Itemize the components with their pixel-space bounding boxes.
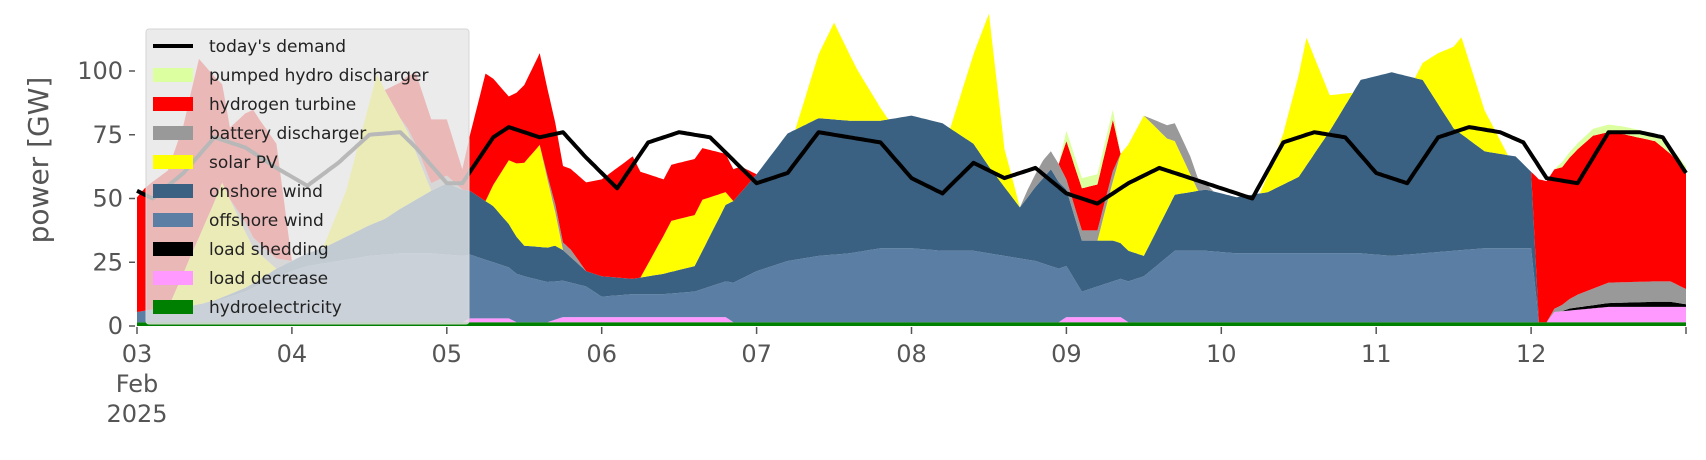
legend-entry: load decrease: [209, 269, 328, 289]
x-tick-sublabel: 2025: [106, 400, 167, 428]
legend-entry: load shedding: [209, 240, 329, 260]
legend-swatch: [153, 213, 193, 227]
legend-entry: onshore wind: [209, 182, 323, 202]
legend-box: [145, 28, 470, 325]
area-hydroelectricity: [137, 322, 1686, 326]
legend-entry: hydrogen turbine: [209, 95, 356, 115]
legend-swatch: [153, 68, 193, 82]
legend-swatch: [153, 184, 193, 198]
area-solar-pv: [137, 13, 1686, 323]
legend: today's demand pumped hydro discharger hyd…: [145, 28, 470, 325]
legend-entry: battery discharger: [209, 124, 366, 144]
area-hydrogen-turbine: [137, 13, 1686, 323]
y-tick-label: 25: [92, 248, 123, 276]
legend-entry: pumped hydro discharger: [209, 66, 428, 86]
x-tick-label: 03: [122, 340, 153, 368]
legend-entry: hydroelectricity: [209, 298, 342, 318]
x-tick-label: 11: [1361, 340, 1392, 368]
y-tick-label: 75: [92, 121, 123, 149]
legend-entry: today's demand: [209, 37, 346, 57]
x-tick-label: 09: [1051, 340, 1082, 368]
x-tick-label: 10: [1206, 340, 1237, 368]
x-tick-label: 07: [741, 340, 772, 368]
area-offshore-wind: [137, 248, 1686, 323]
x-tick-label: 04: [277, 340, 308, 368]
legend-swatch: [153, 300, 193, 314]
legend-entry: solar PV: [209, 153, 278, 173]
y-tick-label: 100: [77, 57, 123, 85]
x-tick-label: 12: [1516, 340, 1547, 368]
legend-swatch: [153, 97, 193, 111]
x-tick-label: 05: [432, 340, 463, 368]
y-tick-label: 50: [92, 185, 123, 213]
x-tick-label: 08: [896, 340, 927, 368]
x-tick-label: 06: [586, 340, 617, 368]
legend-entry: offshore wind: [209, 211, 324, 231]
legend-swatch: [153, 242, 193, 256]
area-layers: [137, 13, 1686, 326]
legend-swatch: [153, 155, 193, 169]
x-tick-sublabel: Feb: [116, 370, 159, 398]
legend-swatch: [153, 271, 193, 285]
area-onshore-wind: [137, 72, 1686, 323]
y-axis-label: power [GW]: [22, 77, 55, 244]
y-tick-label: 0: [108, 312, 123, 340]
legend-swatch: [153, 126, 193, 140]
